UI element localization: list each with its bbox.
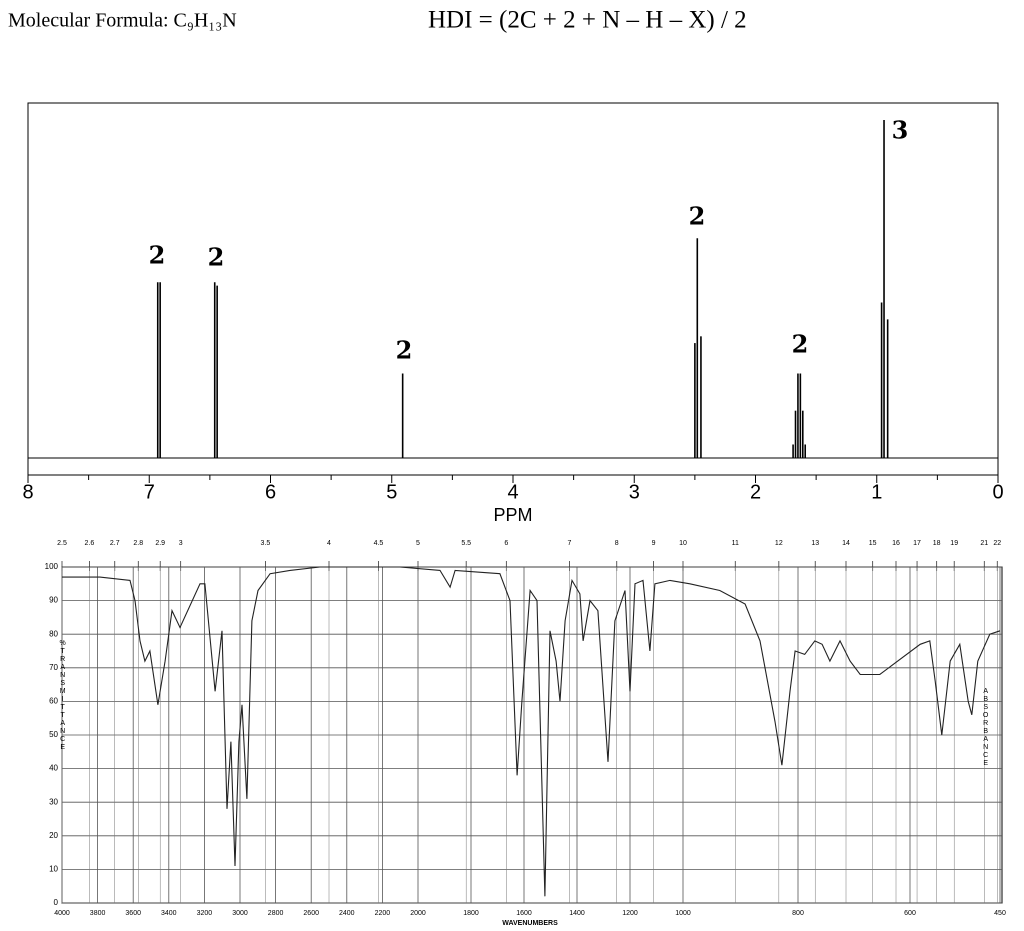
top-tick-label: 18 (933, 540, 941, 547)
top-tick-label: 2.5 (57, 540, 67, 547)
top-tick-label: 12 (775, 540, 783, 547)
x-tick-label: 7 (144, 481, 155, 503)
top-tick-label: 2.8 (133, 540, 143, 547)
x-tick-label: 2400 (339, 910, 355, 917)
top-tick-label: 21 (980, 540, 988, 547)
x-axis-label: PPM (493, 505, 532, 525)
x-tick-label: 1000 (675, 910, 691, 917)
x-tick-label: 450 (994, 910, 1006, 917)
y-tick-label: 30 (49, 797, 58, 806)
top-tick-label: 19 (950, 540, 958, 547)
y-tick-label: 40 (49, 764, 58, 773)
integration-label: 2 (208, 243, 225, 272)
x-tick-label: 2200 (375, 910, 391, 917)
y-tick-label: 100 (45, 562, 59, 571)
x-axis-label: WAVENUMBERS (502, 920, 558, 927)
x-tick-label: 2000 (410, 910, 426, 917)
top-tick-label: 17 (913, 540, 921, 547)
x-tick-label: 2600 (303, 910, 319, 917)
top-tick-label: 9 (652, 540, 656, 547)
top-tick-label: 7 (567, 540, 571, 547)
y-tick-label: 0 (54, 898, 59, 907)
x-tick-label: 6 (265, 481, 276, 503)
x-tick-label: 3600 (125, 910, 141, 917)
y2-axis-label: ABSORBANCE (982, 688, 989, 768)
x-tick-label: 600 (904, 910, 916, 917)
top-tick-label: 10 (679, 540, 687, 547)
x-tick-label: 1 (871, 481, 882, 503)
y-tick-label: 90 (49, 596, 58, 605)
y-tick-label: 20 (49, 831, 58, 840)
y-axis-label: %TRANSMITTANCE (59, 640, 66, 752)
top-tick-label: 2.6 (85, 540, 95, 547)
y-tick-label: 10 (49, 865, 58, 874)
top-tick-label: 11 (732, 540, 739, 547)
x-tick-label: 1400 (569, 910, 585, 917)
y-tick-label: 70 (49, 663, 58, 672)
x-tick-label: 1600 (516, 910, 532, 917)
top-tick-label: 4 (327, 540, 331, 547)
top-tick-label: 2.7 (110, 540, 120, 547)
integration-label: 2 (689, 202, 706, 231)
x-tick-label: 3400 (161, 910, 177, 917)
x-tick-label: 2 (750, 481, 761, 503)
top-tick-label: 13 (811, 540, 819, 547)
top-tick-label: 2.9 (155, 540, 165, 547)
x-tick-label: 3800 (90, 910, 106, 917)
top-tick-label: 15 (869, 540, 877, 547)
top-tick-label: 6 (504, 540, 508, 547)
hdi-formula: HDI = (2C + 2 + N – H – X) / 2 (428, 7, 747, 34)
x-tick-label: 0 (992, 481, 1003, 503)
top-tick-label: 14 (842, 540, 850, 547)
integration-label: 2 (396, 336, 413, 365)
top-tick-label: 8 (615, 540, 619, 547)
y-tick-label: 50 (49, 730, 58, 739)
integration-label: 2 (149, 241, 166, 270)
nmr-frame (27, 102, 999, 476)
x-tick-label: 800 (792, 910, 804, 917)
x-tick-label: 8 (22, 481, 33, 503)
top-tick-label: 3 (179, 540, 183, 547)
x-tick-label: 5 (386, 481, 397, 503)
top-tick-label: 5 (416, 540, 420, 547)
x-tick-label: 4000 (54, 910, 70, 917)
integration-label: 2 (792, 330, 809, 359)
x-tick-label: 3 (629, 481, 640, 503)
spectrum-line (62, 566, 1001, 897)
top-tick-label: 5.5 (461, 540, 471, 547)
x-tick-label: 3000 (232, 910, 248, 917)
top-tick-label: 3.5 (261, 540, 271, 547)
top-tick-label: 4.5 (374, 540, 384, 547)
y-tick-label: 80 (49, 629, 58, 638)
integration-label: 3 (892, 116, 909, 145)
x-tick-label: 4 (507, 481, 518, 503)
x-tick-label: 3200 (197, 910, 213, 917)
molecular-formula: Molecular Formula: C₉H₁₃N (8, 10, 237, 32)
x-tick-label: 2800 (268, 910, 284, 917)
y-tick-label: 60 (49, 697, 58, 706)
top-tick-label: 22 (993, 540, 1001, 547)
top-tick-label: 16 (892, 540, 900, 547)
x-tick-label: 1200 (622, 910, 638, 917)
x-tick-label: 1800 (463, 910, 479, 917)
